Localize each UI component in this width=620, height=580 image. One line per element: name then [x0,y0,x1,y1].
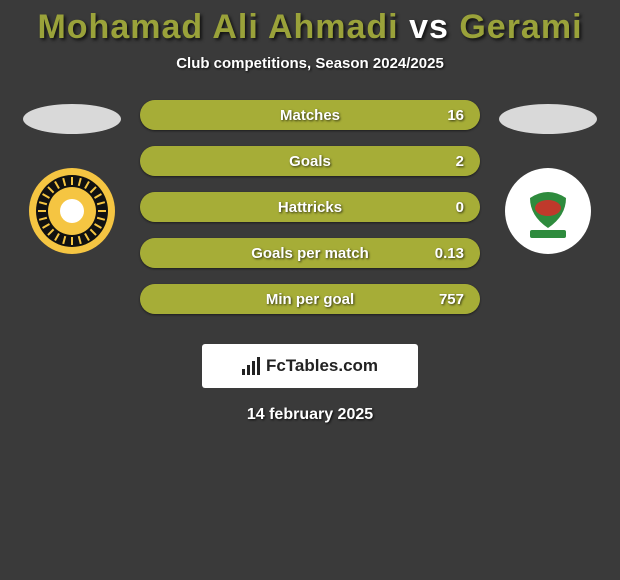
club-logo-left-icon [29,168,115,254]
club-badge-right [505,168,591,254]
stat-bar: Goals per match0.13 [140,238,480,268]
title-player1: Mohamad Ali Ahmadi [37,8,398,46]
stat-bars: Matches16 Goals2 Hattricks0 Goals per match… [140,100,480,314]
subtitle: Club competitions, Season 2024/2025 [0,55,620,72]
stat-bar-value: 0.13 [435,238,464,268]
stat-bar: Min per goal757 [140,284,480,314]
stat-bar-label: Hattricks [140,192,480,222]
player-photo-placeholder-right [499,104,597,134]
stat-bar-value: 16 [447,100,464,130]
stat-bar-value: 2 [456,146,464,176]
right-player-col [498,100,598,254]
source-badge-text: FcTables.com [266,356,378,376]
stat-bar: Hattricks0 [140,192,480,222]
page-title: Mohamad Ali Ahmadi vs Gerami [0,8,620,47]
source-badge: FcTables.com [202,344,418,388]
club-logo-right-icon [505,168,591,254]
stat-bar-value: 757 [439,284,464,314]
bar-chart-icon [242,357,260,375]
player-photo-placeholder-left [23,104,121,134]
title-vs: vs [399,8,460,46]
title-player2: Gerami [459,8,582,46]
stat-bar: Matches16 [140,100,480,130]
stat-bar-label: Goals [140,146,480,176]
stat-bar-value: 0 [456,192,464,222]
stat-bar-label: Goals per match [140,238,480,268]
club-badge-left [29,168,115,254]
stat-bar-label: Min per goal [140,284,480,314]
stat-bar: Goals2 [140,146,480,176]
comparison-container: Mohamad Ali Ahmadi vs Gerami Club compet… [0,0,620,424]
main-row: Matches16 Goals2 Hattricks0 Goals per match… [0,100,620,314]
date-text: 14 february 2025 [0,406,620,424]
stat-bar-label: Matches [140,100,480,130]
left-player-col [22,100,122,254]
